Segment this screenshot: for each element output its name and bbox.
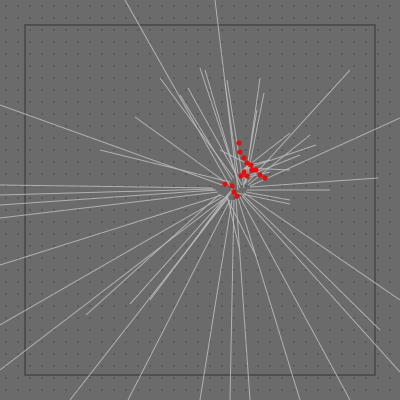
ray-line <box>225 195 257 257</box>
ray-line <box>199 199 233 400</box>
ray-line <box>134 116 229 185</box>
ray-line <box>241 195 400 373</box>
ray-line <box>247 69 351 183</box>
ray-line <box>235 198 251 400</box>
point-layer <box>222 140 268 199</box>
ray-line <box>159 77 235 179</box>
data-point[interactable] <box>229 183 235 189</box>
ray-line <box>224 82 239 175</box>
ray-line <box>85 193 221 316</box>
ray-line <box>219 149 249 165</box>
ray-line <box>239 196 351 400</box>
data-point[interactable] <box>249 167 255 173</box>
ray-line <box>226 194 241 253</box>
ray-line <box>241 144 317 171</box>
data-point[interactable] <box>241 155 247 161</box>
data-point[interactable] <box>234 193 240 199</box>
ray-line <box>245 191 291 201</box>
ray-line <box>249 177 379 188</box>
ray-line <box>249 117 400 187</box>
ray-line <box>243 192 400 301</box>
data-point[interactable] <box>244 160 250 166</box>
ray-line <box>0 188 215 196</box>
data-point[interactable] <box>257 172 263 178</box>
ray-line <box>249 154 301 176</box>
data-point[interactable] <box>262 175 268 181</box>
data-point[interactable] <box>231 189 237 195</box>
data-point[interactable] <box>248 162 254 168</box>
ray-line <box>0 194 223 266</box>
ray-line <box>179 94 233 181</box>
ray-line <box>237 197 301 400</box>
ray-line <box>229 199 235 400</box>
ray-line <box>0 196 227 371</box>
ray-line <box>0 104 226 187</box>
ray-line <box>179 192 230 261</box>
data-point[interactable] <box>253 167 259 173</box>
ray-line <box>0 189 217 206</box>
data-point[interactable] <box>222 181 228 187</box>
ray-line <box>0 191 219 219</box>
ray-line <box>204 69 237 177</box>
ray-line <box>0 184 213 189</box>
data-point[interactable] <box>244 173 250 179</box>
ray-line <box>129 190 232 305</box>
ray-line <box>236 192 291 205</box>
data-point[interactable] <box>236 140 242 146</box>
ray-line <box>124 0 236 196</box>
ray-line <box>187 87 243 186</box>
ray-line <box>226 79 245 189</box>
ray-line <box>127 199 231 400</box>
data-point[interactable] <box>241 169 247 175</box>
ray-line <box>242 194 381 331</box>
ray-line <box>0 195 225 326</box>
boundary-frame <box>24 24 376 376</box>
ray-line <box>99 149 231 183</box>
data-point[interactable] <box>238 173 244 179</box>
data-point[interactable] <box>237 149 243 155</box>
